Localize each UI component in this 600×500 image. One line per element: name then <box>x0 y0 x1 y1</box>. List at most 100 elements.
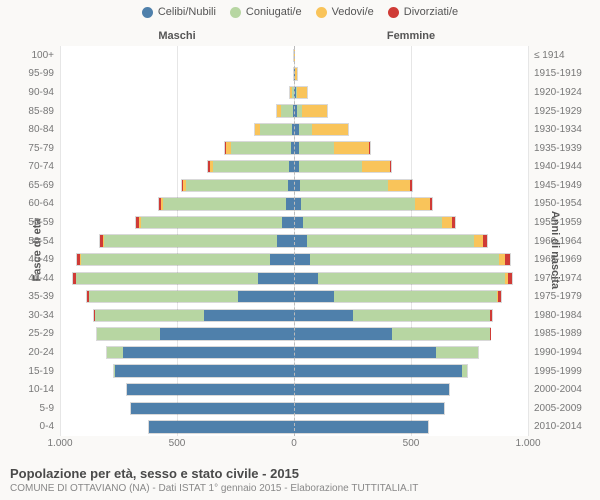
row-female <box>294 380 528 399</box>
row-male <box>60 176 294 195</box>
bar-right <box>294 86 308 99</box>
seg-v <box>388 180 410 191</box>
seg-c <box>127 384 294 395</box>
bar-right <box>294 327 491 340</box>
row-male <box>60 343 294 362</box>
y-axis-age: 100+95-9990-9485-8980-8475-7970-7465-696… <box>0 46 58 436</box>
seg-c <box>123 347 294 358</box>
row-female <box>294 288 528 307</box>
age-tick: 70-74 <box>0 157 58 176</box>
seg-co <box>231 142 291 153</box>
row-female <box>294 65 528 84</box>
chart-container: Celibi/NubiliConiugati/eVedovi/eDivorzia… <box>0 0 600 500</box>
bar-left <box>224 141 294 154</box>
bar-right <box>294 234 488 247</box>
seg-c <box>294 198 301 209</box>
age-tick: 100+ <box>0 46 58 65</box>
row-female <box>294 120 528 139</box>
row-male <box>60 250 294 269</box>
seg-d <box>452 217 455 228</box>
seg-co <box>97 328 160 339</box>
row-male <box>60 269 294 288</box>
birth-tick: 1930-1934 <box>530 120 600 139</box>
bar-right <box>294 197 433 210</box>
seg-v <box>334 142 369 153</box>
row-female <box>294 306 528 325</box>
age-tick: 25-29 <box>0 325 58 344</box>
age-tick: 55-59 <box>0 213 58 232</box>
legend-item: Celibi/Nubili <box>142 6 216 18</box>
birth-tick: 2000-2004 <box>530 380 600 399</box>
x-axis: 1.00050005001.000 <box>60 438 528 452</box>
row-female <box>294 269 528 288</box>
legend-swatch <box>142 7 153 18</box>
bar-right <box>294 383 450 396</box>
seg-co <box>392 328 490 339</box>
row-female <box>294 83 528 102</box>
legend-label: Vedovi/e <box>332 6 374 18</box>
row-male <box>60 195 294 214</box>
age-tick: 5-9 <box>0 399 58 418</box>
row-female <box>294 343 528 362</box>
footer: Popolazione per età, sesso e stato civil… <box>10 466 590 494</box>
seg-d <box>430 198 432 209</box>
seg-c <box>149 421 294 432</box>
legend-label: Divorziati/e <box>404 6 458 18</box>
seg-c <box>277 235 294 246</box>
seg-v <box>302 105 327 116</box>
gridline <box>528 46 529 436</box>
age-tick: 80-84 <box>0 120 58 139</box>
age-tick: 75-79 <box>0 139 58 158</box>
bar-right <box>294 216 456 229</box>
row-female <box>294 213 528 232</box>
bar-right <box>294 402 445 415</box>
seg-d <box>498 291 501 302</box>
seg-co <box>301 198 415 209</box>
bar-left <box>148 420 294 433</box>
seg-co <box>104 235 276 246</box>
bar-right <box>294 364 468 377</box>
seg-v <box>312 124 348 135</box>
bar-right <box>294 104 328 117</box>
bar-right <box>294 179 413 192</box>
birth-tick: 1915-1919 <box>530 65 600 84</box>
bar-left <box>135 216 294 229</box>
seg-d <box>410 180 412 191</box>
seg-v <box>415 198 430 209</box>
bar-left <box>126 383 294 396</box>
seg-c <box>131 403 294 414</box>
row-female <box>294 250 528 269</box>
age-tick: 45-49 <box>0 250 58 269</box>
seg-co <box>353 310 489 321</box>
seg-co <box>89 291 238 302</box>
row-male <box>60 213 294 232</box>
bar-left <box>113 364 294 377</box>
row-male <box>60 65 294 84</box>
row-female <box>294 232 528 251</box>
birth-tick: 2010-2014 <box>530 418 600 437</box>
row-male <box>60 46 294 65</box>
seg-co <box>81 254 270 265</box>
row-male <box>60 399 294 418</box>
birth-tick: 1985-1989 <box>530 325 600 344</box>
legend-item: Vedovi/e <box>316 6 374 18</box>
legend-swatch <box>316 7 327 18</box>
legend-swatch <box>388 7 399 18</box>
seg-co <box>76 273 258 284</box>
seg-c <box>294 273 318 284</box>
legend: Celibi/NubiliConiugati/eVedovi/eDivorzia… <box>0 0 600 20</box>
seg-v <box>297 87 307 98</box>
bar-right <box>294 346 479 359</box>
seg-d <box>490 328 491 339</box>
bar-right <box>294 123 349 136</box>
seg-co <box>462 365 467 376</box>
birth-tick: 1925-1929 <box>530 102 600 121</box>
row-female <box>294 46 528 65</box>
birth-tick: 1955-1959 <box>530 213 600 232</box>
bar-right <box>294 160 392 173</box>
seg-c <box>294 291 334 302</box>
birth-tick: 1960-1964 <box>530 232 600 251</box>
seg-co <box>163 198 286 209</box>
seg-c <box>294 254 310 265</box>
bar-left <box>254 123 294 136</box>
